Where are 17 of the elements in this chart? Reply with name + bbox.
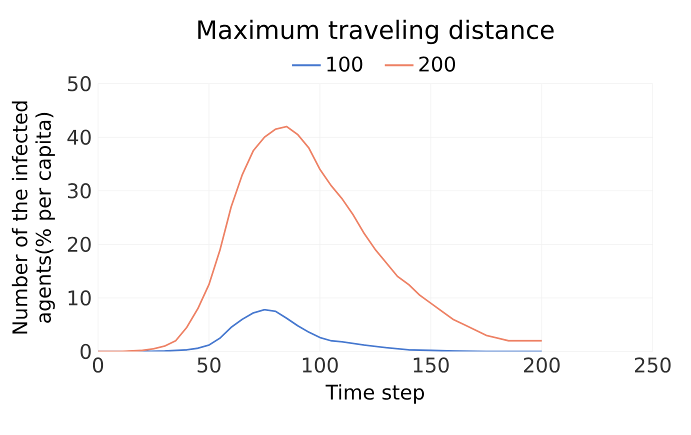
y-tick-label: 50 bbox=[68, 76, 91, 92]
x-tick-label: 150 bbox=[414, 357, 449, 373]
x-axis-title: Time step bbox=[326, 384, 424, 404]
y-axis-title: Number of the infected agents(% per capita) bbox=[12, 101, 55, 334]
y-tick-label: 40 bbox=[67, 130, 91, 145]
legend-label: 100 bbox=[327, 56, 362, 72]
y-tick-label: 30 bbox=[68, 183, 91, 198]
chart-title: Maximum traveling distance bbox=[198, 20, 554, 44]
x-tick-label: 0 bbox=[92, 357, 104, 373]
x-tick-label: 100 bbox=[302, 357, 338, 373]
x-tick-label: 250 bbox=[634, 357, 671, 373]
y-tick-label: 0 bbox=[80, 344, 91, 360]
legend-label: 200 bbox=[419, 56, 455, 72]
y-tick-label: 10 bbox=[68, 290, 91, 306]
y-tick-label: 20 bbox=[68, 236, 91, 252]
x-tick-label: 50 bbox=[198, 357, 220, 373]
x-tick-label: 200 bbox=[524, 357, 560, 373]
